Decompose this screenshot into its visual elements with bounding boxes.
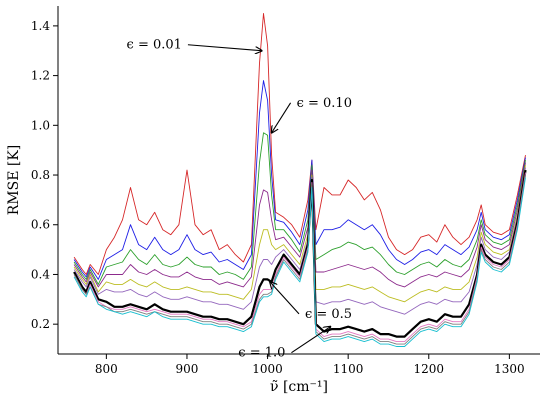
annotation-arrow-eps001: [187, 44, 262, 51]
series-line-10: [73, 177, 526, 347]
annotation-arrow-eps10: [291, 327, 330, 354]
x-axis-label: ν̃ [cm⁻¹]: [270, 379, 328, 395]
y-tick-label-0.6: 0.6: [31, 218, 50, 232]
y-tick-label-1.4: 1.4: [31, 19, 50, 33]
x-tick-label-1200: 1200: [413, 362, 444, 376]
series-line-8: [73, 172, 526, 343]
series-line-5: [73, 165, 526, 303]
series-line-3: [73, 132, 526, 285]
plot-lines: [73, 13, 527, 347]
x-tick-label-800: 800: [95, 362, 118, 376]
y-tick-label-0.2: 0.2: [31, 317, 50, 331]
series-line-4: [73, 162, 526, 288]
x-tick-label-900: 900: [176, 362, 199, 376]
annotation-arrow-eps05: [270, 282, 300, 315]
series-line-9: [73, 174, 526, 345]
y-tick-label-1.2: 1.2: [31, 69, 50, 83]
annotation-label-eps05: ϵ = 0.5: [305, 307, 352, 322]
y-axis-label: RMSE [K]: [6, 145, 22, 216]
x-tick-label-1100: 1100: [333, 362, 364, 376]
annotation-arrow-eps010: [272, 102, 292, 133]
annotation-label-eps10: ϵ = 1.0: [238, 346, 285, 361]
x-tick-label-1000: 1000: [252, 362, 283, 376]
annotations: ϵ = 0.01 ϵ = 0.10 ϵ = 0.5 ϵ = 1.0: [127, 38, 353, 361]
annotation-label-eps001: ϵ = 0.01: [127, 38, 182, 53]
series-line-7: [73, 169, 527, 338]
series-line-2: [73, 80, 526, 280]
ticks: 800 900 1000 1100 1200 1300 0.2 0.4 0.6 0.8 1.0 1.2…: [31, 19, 525, 376]
axes: [57, 6, 540, 355]
y-tick-label-0.4: 0.4: [31, 267, 50, 281]
series-line-1: [73, 13, 526, 275]
x-tick-label-1300: 1300: [494, 362, 525, 376]
annotation-label-eps010: ϵ = 0.10: [297, 96, 352, 111]
y-tick-label-1: 1.0: [31, 118, 50, 132]
y-tick-label-0.8: 0.8: [31, 168, 50, 182]
series-line-6: [73, 167, 526, 315]
